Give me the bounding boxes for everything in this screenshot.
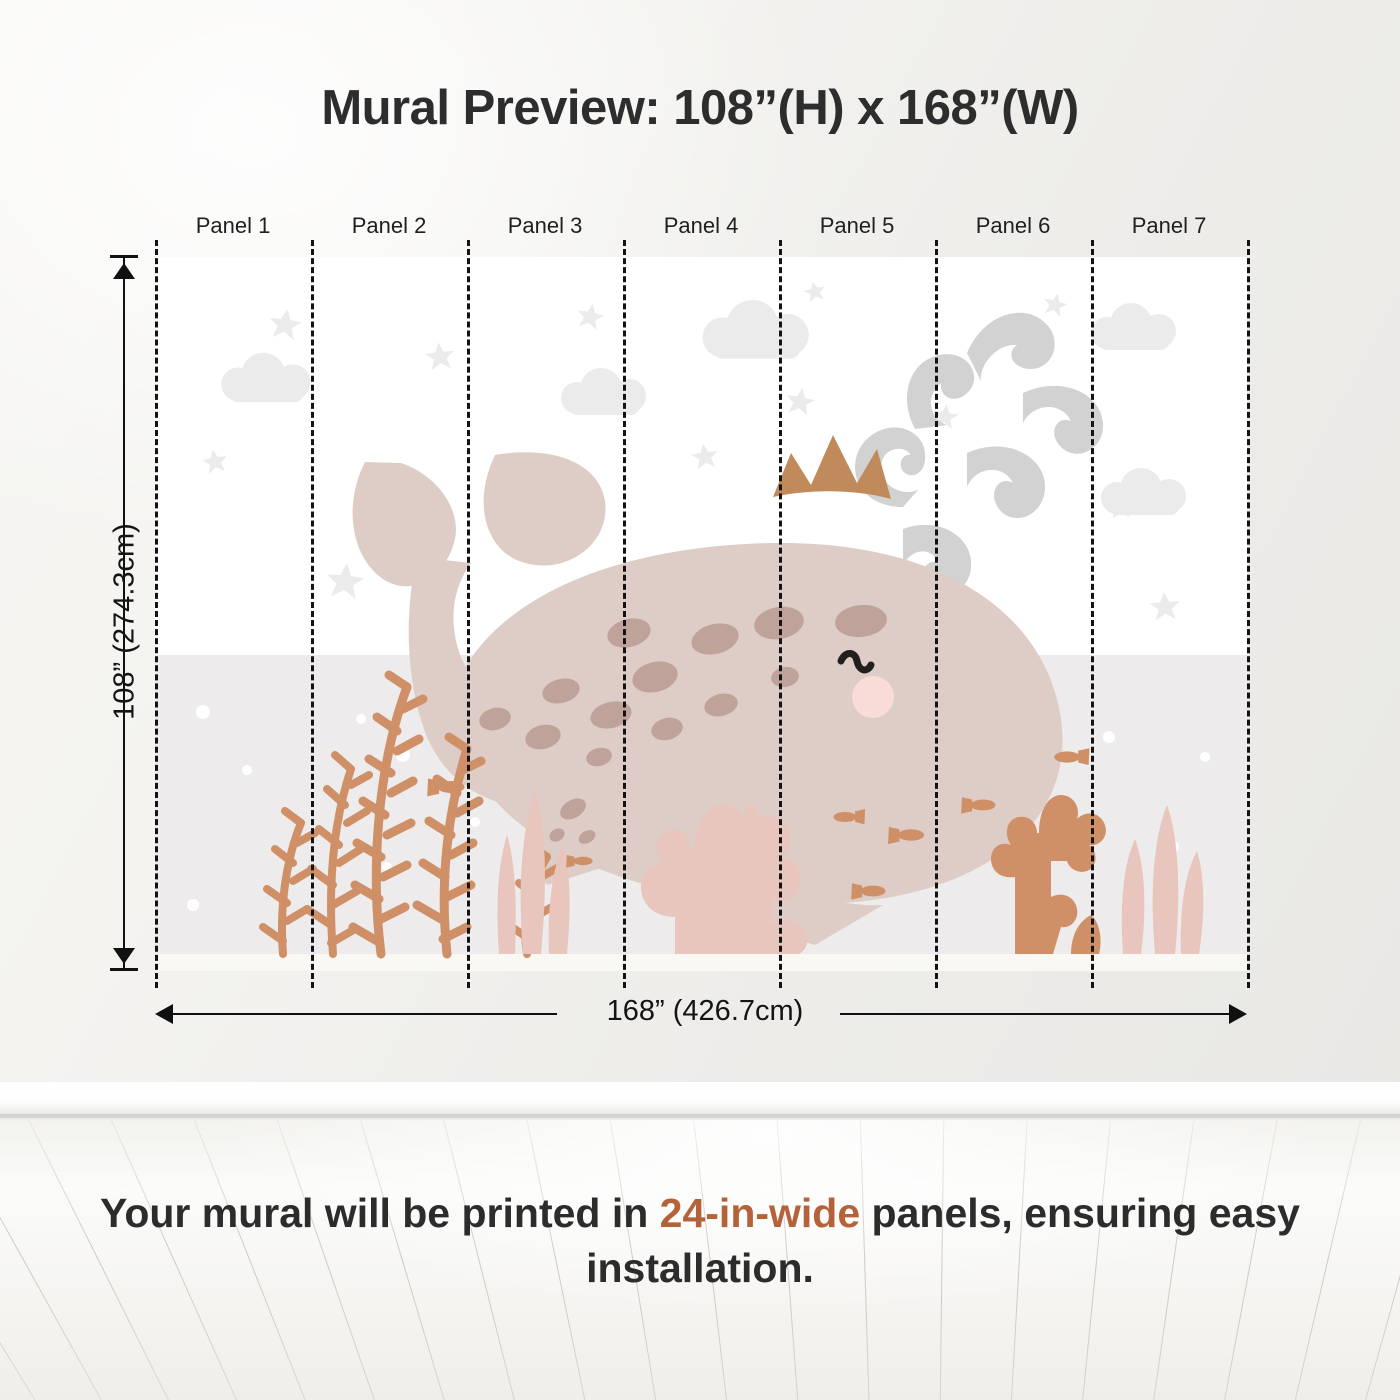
sea-grass-panel7 [1121,805,1204,954]
whale-spots [479,604,887,767]
panel-seam-4 [779,240,782,988]
height-dimension-line [123,257,125,971]
panel-label-2: Panel 2 [351,213,427,238]
panel-label-4: Panel 4 [663,213,739,238]
page-title: Mural Preview: 108”(H) x 168”(W) [321,81,1079,135]
wood-floor [0,1120,1400,1400]
sea-grass-panel3 [497,791,570,954]
panel-seam-6 [1091,240,1094,988]
caption-text-after: panels, ensuring easy installation. [586,1190,1300,1292]
panel-label-3: Panel 3 [507,213,583,238]
panel-label-5: Panel 5 [819,213,895,238]
seabed-strip [155,954,1247,971]
panel-seam-3 [623,240,626,988]
height-cap-top [110,255,138,258]
coral-pink-panel4 [641,803,808,954]
water-spout-icon [855,312,1104,596]
seaweed-tall-left [303,751,373,958]
baseboard-shadow [0,1114,1400,1124]
seaweed-mid-left [259,807,319,958]
blush-icon [852,676,894,718]
width-dimension-line-right [840,1013,1232,1015]
caption-highlight: 24-in-wide [659,1190,861,1236]
seaweed-tallest [348,670,428,959]
height-cap-bottom [110,968,138,971]
panel-seam-7 [1247,240,1250,988]
width-dimension-line-left [167,1013,557,1015]
mural-artwork [155,257,1247,971]
width-dimension-label: 168” (426.7cm) [606,995,804,1027]
footer-caption: Your mural will be printed in 24-in-wide… [0,1186,1400,1297]
height-dimension-label: 108” (274.3cm) [108,523,141,720]
width-arrow-right-icon [1229,1004,1247,1024]
baseboard [0,1082,1400,1118]
height-arrow-up-icon [113,263,135,279]
whale-illustration [352,435,1063,945]
crown-icon [773,435,891,499]
height-arrow-down-icon [113,948,135,964]
panel-seam-5 [935,240,938,988]
caption-text-before: Your mural will be printed in [100,1190,660,1236]
panel-label-7: Panel 7 [1131,213,1207,238]
width-arrow-left-icon [155,1004,173,1024]
panel-seam-2 [467,240,470,988]
floor-highlight [0,1120,1400,1400]
panel-seam-0 [155,240,158,988]
panel-seam-1 [311,240,314,988]
panel-label-1: Panel 1 [195,213,271,238]
panel-label-6: Panel 6 [975,213,1051,238]
